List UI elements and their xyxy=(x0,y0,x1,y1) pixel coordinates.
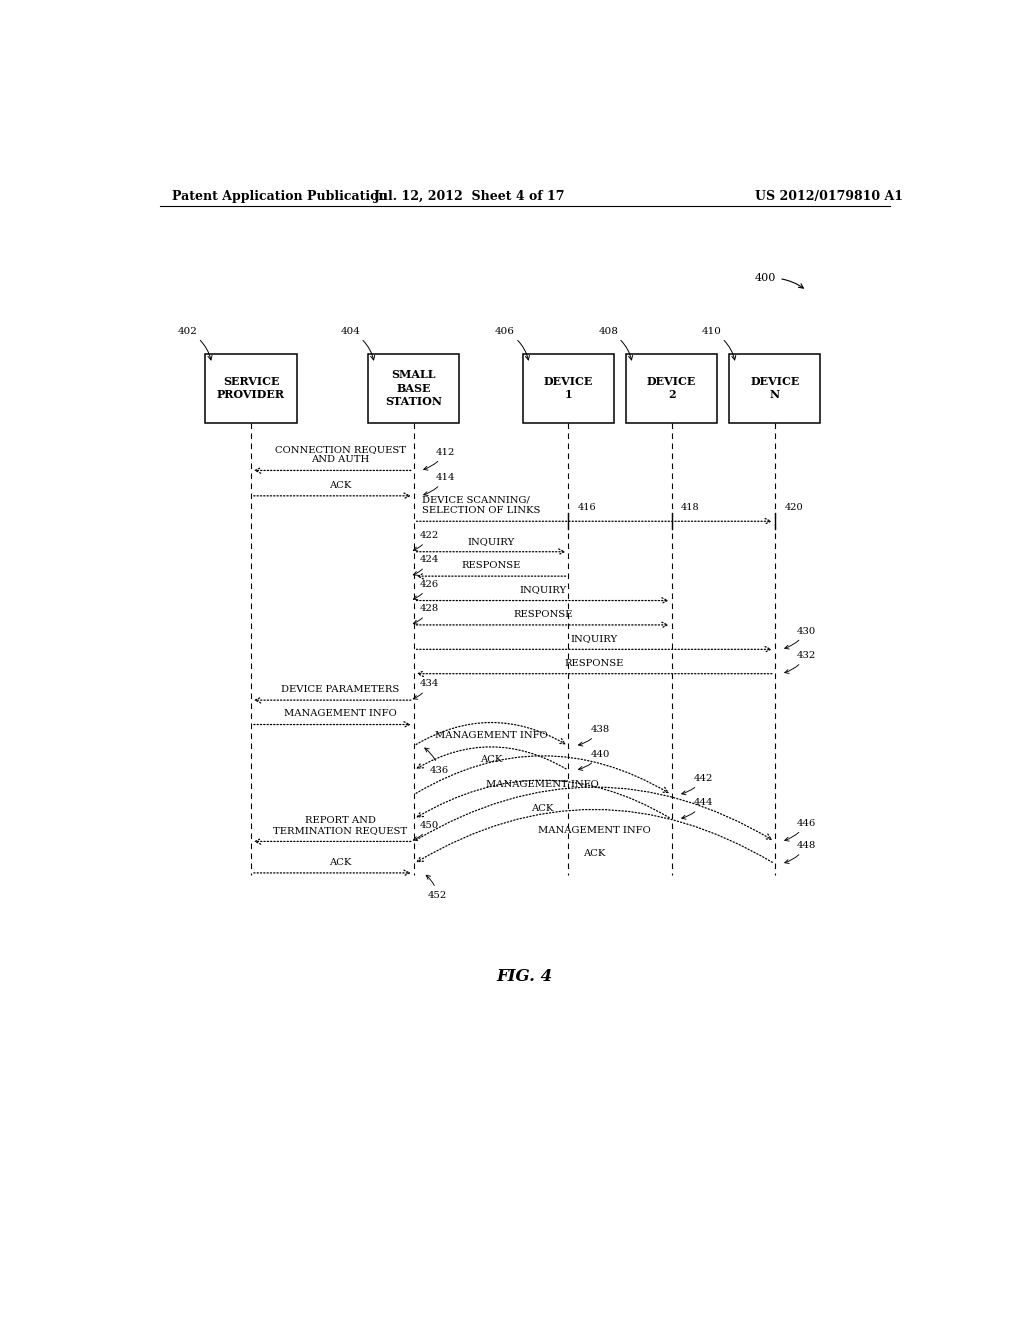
Text: 418: 418 xyxy=(681,503,699,512)
Text: MANAGEMENT INFO: MANAGEMENT INFO xyxy=(284,709,396,718)
Text: ACK: ACK xyxy=(531,804,554,813)
Text: DEVICE SCANNING/
SELECTION OF LINKS: DEVICE SCANNING/ SELECTION OF LINKS xyxy=(422,496,540,515)
Text: 448: 448 xyxy=(784,841,816,863)
Text: ACK: ACK xyxy=(480,755,502,764)
Text: 438: 438 xyxy=(579,725,610,746)
Text: 412: 412 xyxy=(424,447,456,470)
Text: DEVICE
2: DEVICE 2 xyxy=(647,376,696,400)
Text: DEVICE
N: DEVICE N xyxy=(751,376,800,400)
Text: 424: 424 xyxy=(414,556,439,576)
Bar xyxy=(729,354,820,422)
Text: 432: 432 xyxy=(784,651,816,673)
Text: DEVICE
1: DEVICE 1 xyxy=(544,376,593,400)
Bar xyxy=(626,354,717,422)
Text: INQUIRY: INQUIRY xyxy=(467,537,515,545)
Text: MANAGEMENT INFO: MANAGEMENT INFO xyxy=(538,826,650,836)
Bar xyxy=(206,354,297,422)
Text: 440: 440 xyxy=(579,750,610,771)
Text: ACK: ACK xyxy=(329,858,351,867)
Text: 400: 400 xyxy=(755,273,803,288)
Text: 410: 410 xyxy=(701,326,736,360)
Text: RESPONSE: RESPONSE xyxy=(513,610,572,619)
Text: 444: 444 xyxy=(682,799,714,820)
Text: 450: 450 xyxy=(414,821,439,841)
Text: 452: 452 xyxy=(426,875,447,900)
Text: CONNECTION REQUEST
AND AUTH: CONNECTION REQUEST AND AUTH xyxy=(274,445,406,465)
Text: 416: 416 xyxy=(578,503,597,512)
Text: INQUIRY: INQUIRY xyxy=(570,634,617,643)
Text: US 2012/0179810 A1: US 2012/0179810 A1 xyxy=(755,190,903,202)
Bar xyxy=(523,354,614,422)
Text: DEVICE PARAMETERS: DEVICE PARAMETERS xyxy=(282,685,399,694)
Text: SERVICE
PROVIDER: SERVICE PROVIDER xyxy=(217,376,285,400)
Text: ACK: ACK xyxy=(583,849,605,858)
Text: RESPONSE: RESPONSE xyxy=(462,561,521,570)
Text: Patent Application Publication: Patent Application Publication xyxy=(172,190,387,202)
Text: 442: 442 xyxy=(682,774,713,795)
Text: 422: 422 xyxy=(414,531,439,550)
Text: 404: 404 xyxy=(340,326,375,360)
Text: 446: 446 xyxy=(784,818,816,841)
Text: MANAGEMENT INFO: MANAGEMENT INFO xyxy=(435,731,548,739)
Text: RESPONSE: RESPONSE xyxy=(564,659,624,668)
Text: 426: 426 xyxy=(414,579,439,599)
Text: 414: 414 xyxy=(424,473,456,495)
Bar xyxy=(368,354,460,422)
Text: 408: 408 xyxy=(598,326,633,360)
Text: 402: 402 xyxy=(177,326,212,360)
Text: ACK: ACK xyxy=(329,480,351,490)
Text: 436: 436 xyxy=(425,748,449,775)
Text: FIG. 4: FIG. 4 xyxy=(497,968,553,985)
Text: 428: 428 xyxy=(414,605,439,624)
Text: 430: 430 xyxy=(784,627,816,649)
Text: INQUIRY: INQUIRY xyxy=(519,586,566,594)
Text: REPORT AND
TERMINATION REQUEST: REPORT AND TERMINATION REQUEST xyxy=(273,816,408,836)
Text: MANAGEMENT INFO: MANAGEMENT INFO xyxy=(486,780,599,788)
Text: 406: 406 xyxy=(495,326,529,360)
Text: 434: 434 xyxy=(414,680,439,700)
Text: Jul. 12, 2012  Sheet 4 of 17: Jul. 12, 2012 Sheet 4 of 17 xyxy=(374,190,565,202)
Text: SMALL
BASE
STATION: SMALL BASE STATION xyxy=(385,368,442,408)
Text: 420: 420 xyxy=(784,503,803,512)
